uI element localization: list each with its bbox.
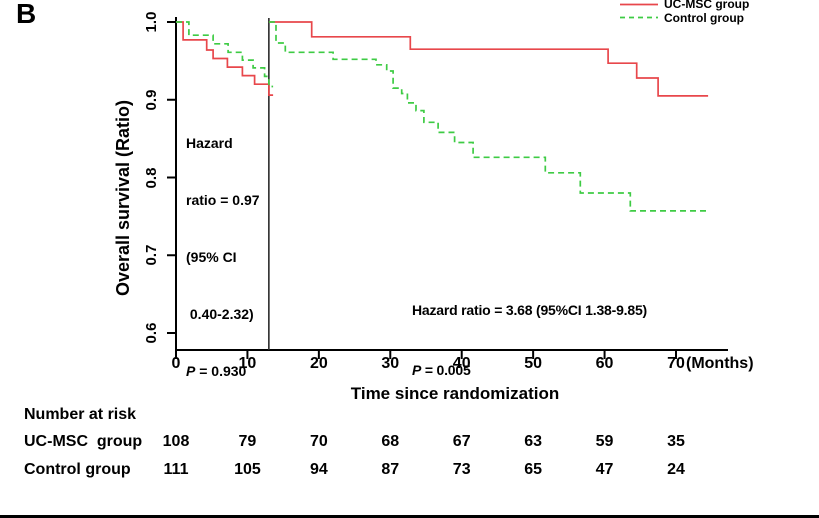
risk-count: 111: [163, 461, 189, 478]
risk-table-header: Number at risk: [24, 406, 137, 423]
km-curve: [176, 21, 274, 96]
x-tick-label: 0: [171, 355, 181, 372]
panel-label: B: [16, 0, 37, 29]
risk-row-label-control: Control group: [24, 461, 131, 478]
km-curve: [268, 21, 709, 97]
risk-count: 63: [524, 433, 543, 450]
risk-count: 68: [381, 433, 400, 450]
risk-count: 73: [452, 461, 471, 478]
risk-count: 65: [524, 461, 543, 478]
y-tick-label: 0.6: [143, 322, 160, 344]
annotation-line: ratio = 0.97: [186, 192, 260, 208]
x-tick-label: 40: [452, 355, 471, 372]
risk-count: 70: [309, 433, 328, 450]
risk-count: 47: [595, 461, 614, 478]
pre-landmark-hazard-annotation: Hazard ratio = 0.97 (95% CI 0.40-2.32) P…: [186, 96, 260, 419]
x-tick-label: 10: [238, 355, 257, 372]
annotation-line: Hazard: [186, 135, 233, 151]
y-tick-label: 0.7: [143, 244, 160, 266]
risk-count: 94: [309, 461, 328, 478]
risk-count: 59: [595, 433, 614, 450]
x-tick-label: 50: [524, 355, 543, 372]
risk-count: 67: [452, 433, 471, 450]
x-tick-label: 30: [381, 355, 400, 372]
figure-bottom-border: [0, 515, 819, 518]
y-tick-label: 0.8: [143, 167, 160, 188]
legend-item-control-label: Control group: [664, 11, 744, 25]
annotation-line: (95% CI: [186, 249, 237, 265]
y-tick-label: 0.9: [143, 89, 160, 111]
post-landmark-hazard-annotation: Hazard ratio = 3.68 (95%CI 1.38-9.85) P …: [412, 260, 647, 420]
p-value: = 0.930: [195, 363, 247, 379]
risk-count: 24: [667, 461, 685, 478]
annotation-line: Hazard ratio = 3.68 (95%CI 1.38-9.85): [412, 302, 647, 318]
risk-count: 105: [234, 461, 261, 478]
y-axis-title: Overall survival (Ratio): [113, 99, 133, 297]
annotation-line: 0.40-2.32): [186, 306, 254, 322]
x-tick-label: 20: [309, 355, 328, 372]
x-axis-title: Time since randomization: [350, 384, 560, 403]
risk-count: 87: [381, 461, 400, 478]
y-tick-label: 1.0: [143, 11, 160, 33]
km-curve: [176, 21, 274, 88]
p-value: = 0.005: [421, 362, 471, 378]
risk-count: 79: [238, 433, 257, 450]
km-curve: [268, 21, 709, 212]
p-symbol: P: [186, 363, 196, 379]
annotation-p-line: P = 0.005: [412, 360, 647, 380]
x-axis-unit-label: (Months): [686, 355, 754, 372]
x-tick-label: 60: [595, 355, 614, 372]
p-symbol: P: [412, 362, 422, 378]
x-tick-label: 70: [667, 355, 685, 372]
risk-count: 108: [162, 433, 190, 450]
legend-item-ucmsc-label: UC-MSC group: [664, 0, 750, 11]
risk-count: 35: [667, 433, 685, 450]
annotation-p-line: P = 0.930: [186, 362, 260, 381]
risk-row-label-ucmsc: UC-MSC group: [24, 433, 143, 450]
